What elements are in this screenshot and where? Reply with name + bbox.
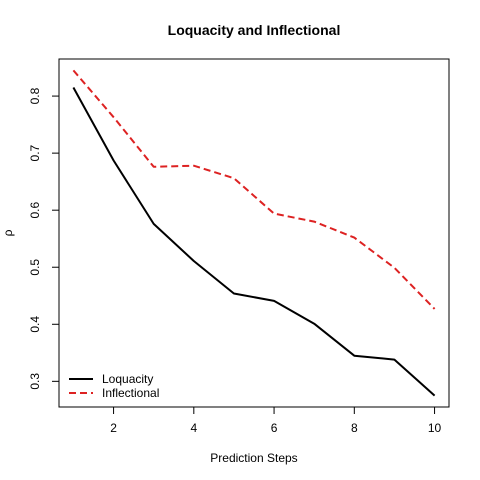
chart-title: Loquacity and Inflectional — [168, 22, 341, 38]
y-tick-label: 0.5 — [28, 259, 42, 276]
x-tick-label: 10 — [428, 421, 442, 435]
legend-label-loquacity: Loquacity — [102, 372, 153, 386]
x-axis-label: Prediction Steps — [210, 451, 297, 465]
x-tick-label: 2 — [110, 421, 117, 435]
legend-label-inflectional: Inflectional — [102, 386, 159, 400]
x-tick-label: 8 — [351, 421, 358, 435]
y-tick-label: 0.8 — [28, 87, 42, 104]
plot-frame — [58, 58, 450, 408]
y-axis: 0.3 0.4 0.5 0.6 0.7 0.8 — [28, 87, 60, 390]
y-tick-label: 0.6 — [28, 202, 42, 219]
series-layer — [72, 69, 436, 397]
series-line-loquacity — [72, 87, 436, 397]
x-tick-label: 4 — [190, 421, 197, 435]
y-tick-label: 0.3 — [28, 373, 42, 390]
y-axis-label: ρ — [1, 229, 15, 236]
x-axis: 2 4 6 8 10 — [110, 406, 442, 435]
y-tick-label: 0.7 — [28, 144, 42, 161]
x-tick-label: 6 — [271, 421, 278, 435]
series-line-inflectional — [72, 69, 436, 310]
y-tick-label: 0.4 — [28, 316, 42, 333]
legend: Loquacity Inflectional — [69, 372, 159, 400]
